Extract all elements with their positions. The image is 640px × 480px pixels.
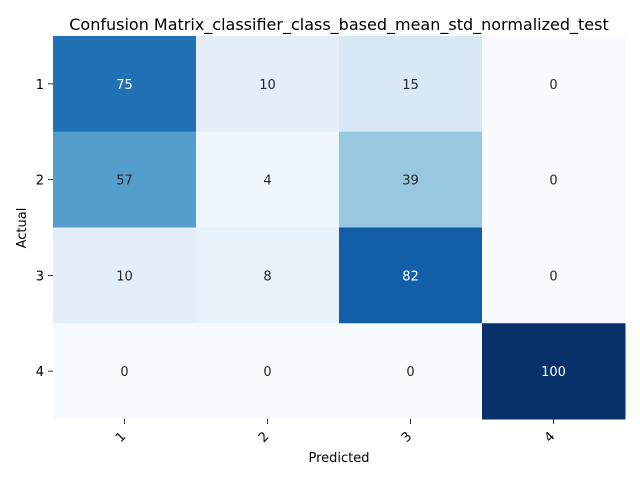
cell-value-label: 75 [116,78,133,93]
heatmap-cell [196,323,340,420]
heatmap-cell [196,227,340,324]
heatmap-cell [482,36,626,133]
heatmap-cell [482,323,626,420]
heatmap-cell [482,131,626,228]
heatmap-cell [196,131,340,228]
cell-value-label: 4 [263,174,271,189]
cell-value-label: 0 [549,269,557,284]
heatmap-cell [53,36,197,133]
cell-value-label: 0 [549,78,557,93]
x-tick-label: 4 [542,429,558,445]
cell-value-labels: 75 10 15 0 57 4 39 0 10 8 82 0 0 0 0 100 [116,78,566,380]
heatmap-cell [482,227,626,324]
y-tick-label: 1 [36,78,44,93]
heatmap-cell [339,36,483,133]
y-tick-label: 3 [36,269,44,284]
x-axis-ticks: 1 2 3 4 [113,419,558,446]
heatmap-cell [196,36,340,133]
cell-value-label: 82 [402,269,419,284]
cell-value-label: 100 [541,365,566,380]
cell-value-label: 0 [406,365,414,380]
cell-value-label: 15 [402,78,419,93]
cell-value-label: 0 [549,174,557,189]
y-axis-label: Actual [15,208,30,249]
cell-value-label: 0 [263,365,271,380]
heatmap-cell [53,323,197,420]
cell-value-label: 8 [263,269,271,284]
chart-title: Confusion Matrix_classifier_class_based_… [69,15,609,35]
cell-value-label: 57 [116,174,133,189]
y-tick-label: 4 [36,365,44,380]
heatmap-cell [339,131,483,228]
heatmap-cell [53,227,197,324]
x-tick-label: 2 [256,429,272,445]
heatmap-cells [53,36,626,420]
cell-value-label: 10 [259,78,276,93]
cell-value-label: 0 [120,365,128,380]
y-tick-label: 2 [36,174,44,189]
x-tick-label: 3 [399,429,415,445]
heatmap-cell [339,323,483,420]
cell-value-label: 39 [402,174,419,189]
x-tick-label: 1 [113,429,129,445]
heatmap-cell [339,227,483,324]
x-axis-label: Predicted [308,451,369,466]
y-axis-ticks: 1 2 3 4 [36,78,53,380]
cell-value-label: 10 [116,269,133,284]
heatmap-cell [53,131,197,228]
